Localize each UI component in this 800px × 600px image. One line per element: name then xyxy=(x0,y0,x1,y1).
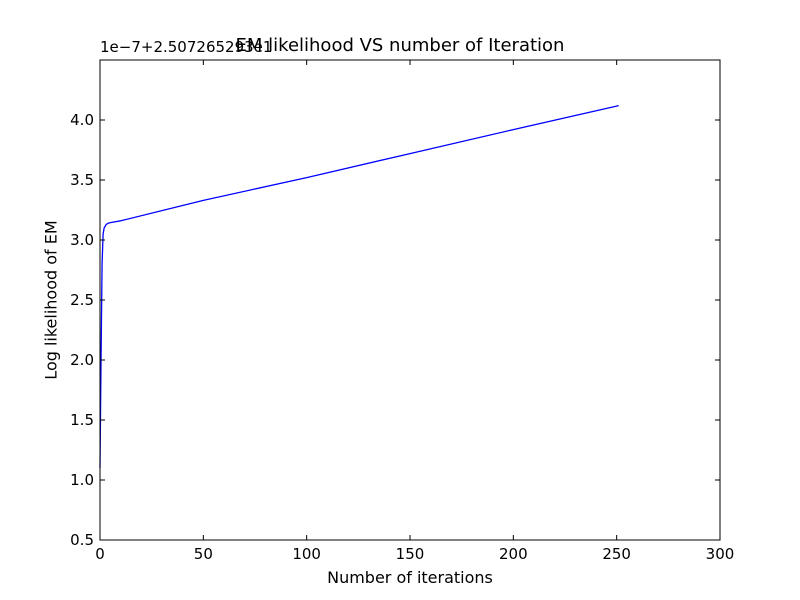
y-tick-label: 0.5 xyxy=(70,531,94,549)
x-tick-label: 300 xyxy=(706,545,735,563)
y-tick-label: 3.0 xyxy=(70,231,94,249)
axes-frame xyxy=(99,59,721,541)
x-tick-label: 200 xyxy=(499,545,528,563)
chart-title: EM likelihood VS number of Iteration xyxy=(235,35,565,56)
y-tick-label: 4.0 xyxy=(70,111,94,129)
y-tick-label: 2.5 xyxy=(70,291,94,309)
y-tick-label: 1.0 xyxy=(70,471,94,489)
series-line-0 xyxy=(99,104,619,469)
x-tick-label: 100 xyxy=(292,545,321,563)
x-tick-label: 50 xyxy=(194,545,213,563)
y-tick-label: 2.0 xyxy=(70,351,94,369)
y-tick-label: 3.5 xyxy=(70,171,94,189)
y-tick-label: 1.5 xyxy=(70,411,94,429)
x-axis-label: Number of iterations xyxy=(327,568,493,587)
x-tick-label: 250 xyxy=(602,545,631,563)
y-axis-label: Log likelihood of EM xyxy=(41,220,61,380)
x-tick-label: 0 xyxy=(95,545,105,563)
y-axis-offset-text: 1e−7+2.507265293e1 xyxy=(100,38,273,56)
x-tick-label: 150 xyxy=(396,545,425,563)
